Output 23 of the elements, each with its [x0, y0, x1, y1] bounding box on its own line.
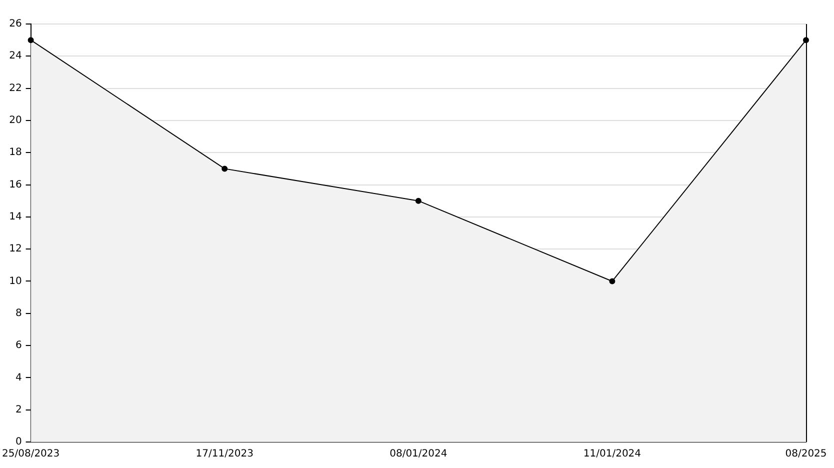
- x-tick-label: 17/11/2023: [196, 448, 254, 460]
- y-tick-label: 26: [9, 18, 22, 30]
- point: [222, 166, 228, 172]
- y-tick-label: 20: [9, 115, 22, 126]
- x-tick-label: 08/01/2024: [390, 448, 448, 460]
- y-tick-label: 24: [9, 50, 22, 62]
- y-tick-label: 16: [9, 179, 22, 190]
- x-tick-label: 25/08/2023: [2, 448, 60, 460]
- y-tick-label: 2: [15, 404, 22, 416]
- point: [609, 278, 616, 284]
- y-tick-label: 14: [9, 212, 22, 223]
- y-tick-label: 6: [15, 340, 22, 352]
- x-tick-label: 11/01/2024: [583, 448, 642, 460]
- y-tick-label: 4: [15, 372, 22, 384]
- point: [415, 198, 422, 204]
- x-tick-label: 08/2025: [785, 448, 827, 460]
- y-tick-label: 10: [9, 276, 22, 287]
- y-tick-label: 8: [15, 308, 22, 319]
- point: [28, 37, 34, 44]
- y-tick-label: 18: [9, 147, 22, 158]
- y-tick-label: 22: [9, 82, 22, 94]
- y-tick-label: 12: [9, 244, 22, 255]
- y-tick-label: 0: [15, 436, 22, 448]
